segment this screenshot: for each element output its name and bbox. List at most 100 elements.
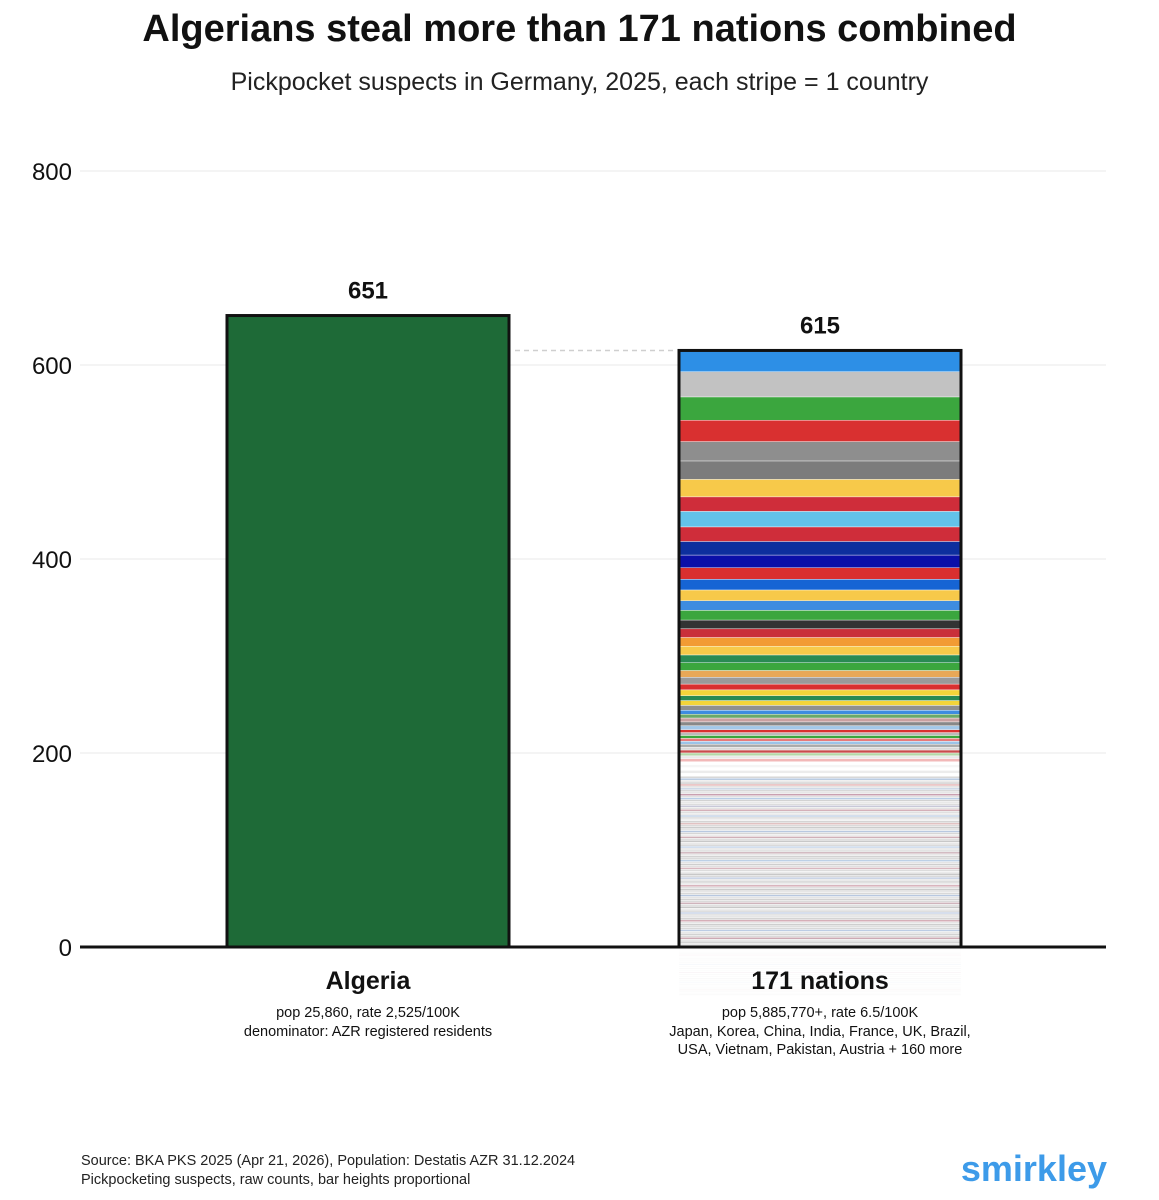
- stripe-16: [678, 600, 962, 611]
- stripe-124: [678, 915, 962, 919]
- stripe-47: [678, 761, 962, 765]
- stripe-152: [678, 970, 962, 971]
- others-info-line3: USA, Vietnam, Pakistan, Austria + 160 mo…: [677, 1042, 963, 1058]
- stripe-163: [678, 991, 962, 993]
- stripe-86: [678, 842, 962, 845]
- stripe-81: [678, 832, 962, 835]
- stripe-60: [678, 791, 962, 794]
- stripe-52: [678, 776, 962, 779]
- stripe-59: [678, 789, 962, 792]
- stripe-112: [678, 892, 962, 895]
- stripe-101: [678, 871, 962, 874]
- stripe-51: [678, 773, 962, 777]
- stripe-144: [678, 954, 962, 956]
- stripe-77: [678, 824, 962, 827]
- stripe-156: [678, 977, 962, 979]
- stripe-115: [678, 898, 962, 901]
- stripe-108: [678, 884, 962, 888]
- stripe-92: [678, 853, 962, 857]
- stripe-72: [678, 814, 962, 818]
- stripe-49: [678, 767, 962, 771]
- stripe-46: [678, 758, 962, 762]
- stripe-41: [678, 744, 962, 748]
- stripe-159: [678, 983, 962, 985]
- stripe-11: [678, 541, 962, 556]
- stripe-44: [678, 752, 962, 757]
- stripe-83: [678, 836, 962, 839]
- stripe-25: [678, 677, 962, 685]
- stripe-29: [678, 700, 962, 706]
- stripe-153: [678, 972, 962, 973]
- stripe-63: [678, 797, 962, 800]
- stripe-128: [678, 923, 962, 926]
- others-info-line2: Japan, Korea, China, India, France, UK, …: [669, 1023, 971, 1040]
- stripe-95: [678, 859, 962, 862]
- stripe-111: [678, 890, 962, 893]
- stripe-100: [678, 869, 962, 872]
- stripe-96: [678, 861, 962, 864]
- stripe-13: [678, 567, 962, 580]
- stripe-74: [678, 818, 962, 822]
- stripe-67: [678, 805, 962, 808]
- stripe-36: [678, 729, 962, 733]
- stripe-143: [678, 952, 962, 954]
- stripe-78: [678, 826, 962, 829]
- y-tick-label-400: 400: [32, 547, 72, 574]
- stripe-93: [678, 855, 962, 858]
- stripe-88: [678, 845, 962, 849]
- stripe-5: [678, 441, 962, 462]
- stripe-50: [678, 770, 962, 774]
- stripe-114: [678, 896, 962, 899]
- source-line2: Pickpocketing suspects, raw counts, bar …: [81, 1172, 471, 1188]
- stripe-10: [678, 526, 962, 542]
- stripe-94: [678, 857, 962, 860]
- stripe-123: [678, 913, 962, 917]
- stripe-68: [678, 807, 962, 810]
- category-info-algeria: pop 25,860, rate 2,525/100K denominator:…: [168, 1004, 568, 1041]
- stripe-146: [678, 958, 962, 960]
- stripe-38: [678, 735, 962, 739]
- stripe-2: [678, 371, 962, 398]
- stripe-160: [678, 985, 962, 987]
- stripe-133: [678, 933, 962, 936]
- stripe-35: [678, 725, 962, 730]
- stripe-105: [678, 878, 962, 882]
- stripe-138: [678, 942, 962, 946]
- stripe-104: [678, 876, 962, 880]
- chart-title: Algerians steal more than 171 nations co…: [142, 8, 1017, 50]
- stripe-85: [678, 840, 962, 843]
- category-label-171-nations: 171 nations: [751, 967, 889, 995]
- stripe-84: [678, 838, 962, 841]
- category-info-171-nations: pop 5,885,770+, rate 6.5/100K Japan, Kor…: [600, 1004, 1040, 1060]
- stripe-164: [678, 993, 962, 995]
- stripe-30: [678, 705, 962, 711]
- stripe-89: [678, 847, 962, 851]
- stripe-40: [678, 741, 962, 745]
- stripe-157: [678, 979, 962, 981]
- stripe-109: [678, 886, 962, 889]
- stripe-130: [678, 927, 962, 930]
- stripe-71: [678, 812, 962, 816]
- stripe-19: [678, 628, 962, 638]
- y-tick-label-0: 0: [59, 935, 72, 962]
- stripe-24: [678, 670, 962, 678]
- stripe-61: [678, 793, 962, 796]
- stripe-55: [678, 781, 962, 785]
- stripe-87: [678, 843, 962, 847]
- stripe-158: [678, 981, 962, 983]
- stripe-117: [678, 902, 962, 905]
- algeria-info-line2: denominator: AZR registered residents: [243, 1023, 493, 1040]
- stripe-126: [678, 919, 962, 922]
- y-tick-label-200: 200: [32, 741, 72, 768]
- stripe-125: [678, 917, 962, 921]
- stripe-113: [678, 894, 962, 897]
- stripe-34: [678, 721, 962, 727]
- stripe-31: [678, 710, 962, 715]
- stripe-132: [678, 931, 962, 934]
- stripe-23: [678, 662, 962, 671]
- stripe-134: [678, 935, 962, 938]
- stripe-62: [678, 795, 962, 798]
- brand-logo: smirkley: [960, 1148, 1107, 1189]
- stripe-154: [678, 973, 962, 975]
